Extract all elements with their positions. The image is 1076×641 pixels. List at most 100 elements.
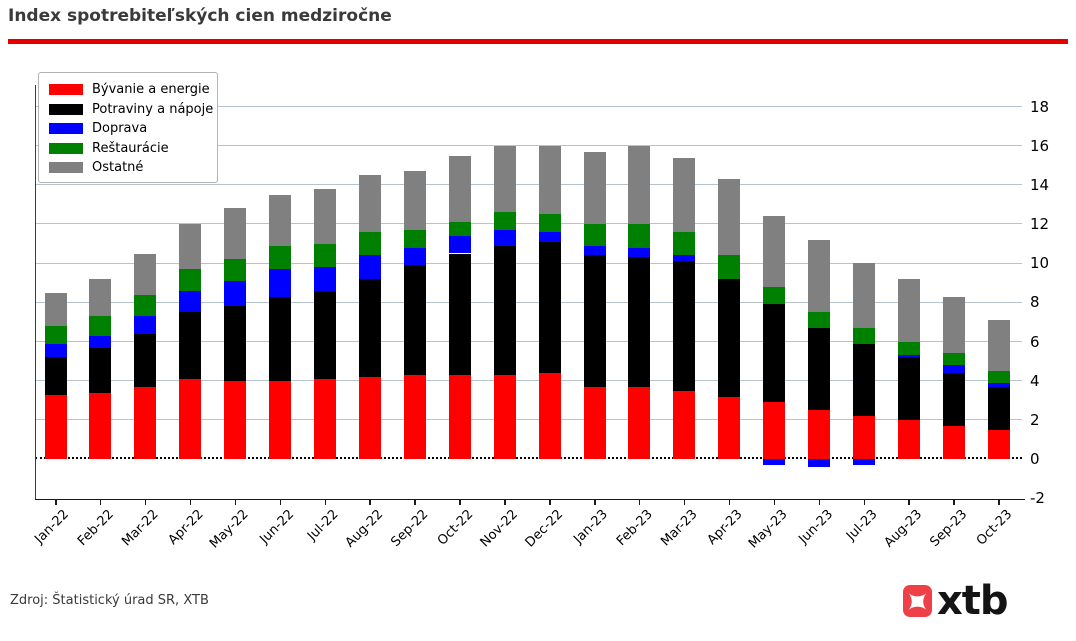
bar-Jun-22-potraviny-a-napoje xyxy=(269,296,292,381)
bar-Oct-23-restauracie xyxy=(987,371,1010,383)
x-tick xyxy=(324,500,327,505)
x-tick xyxy=(683,500,686,505)
bar-Mar-22-potraviny-a-napoje xyxy=(134,333,157,387)
bar-Mar-22-doprava xyxy=(134,316,157,334)
bar-Oct-22-doprava xyxy=(448,235,471,254)
y-tick-label: 12 xyxy=(1030,215,1050,234)
legend-label: Ostatné xyxy=(92,160,144,176)
bar-Aug-22-doprava xyxy=(358,255,381,279)
bar-Jul-23-restauracie xyxy=(853,327,876,344)
bar-Mar-23-potraviny-a-napoje xyxy=(673,261,696,391)
bar-Jun-22-restauracie xyxy=(269,245,292,270)
y-tick-label: 10 xyxy=(1030,254,1050,273)
gridline-y-18 xyxy=(35,105,1022,107)
legend-swatch-ostatne xyxy=(49,162,83,174)
bar-Oct-22-restauracie xyxy=(448,222,471,236)
legend: Bývanie a energie Potraviny a nápoje Dopra… xyxy=(38,72,218,183)
bar-Sep-23-potraviny-a-napoje xyxy=(942,373,965,426)
bar-Feb-23-doprava xyxy=(628,247,651,258)
bar-Sep-23-restauracie xyxy=(942,353,965,366)
y-tick-label: 2 xyxy=(1030,411,1040,430)
gridline-y-2 xyxy=(35,419,1022,421)
bar-Jan-23-doprava xyxy=(583,245,606,256)
x-tick-label: Mar-22 xyxy=(119,507,162,550)
bar-Nov-22-doprava xyxy=(493,229,516,246)
x-tick-label: Sep-23 xyxy=(927,507,971,550)
bar-Jun-23-doprava xyxy=(808,459,831,468)
x-tick xyxy=(279,500,282,505)
bar-Apr-23-ostatne xyxy=(718,179,741,256)
y-tick-label: 14 xyxy=(1030,175,1050,194)
legend-item-doprava: Doprava xyxy=(49,119,217,139)
bar-Jun-22-doprava xyxy=(269,269,292,297)
bar-May-23-doprava xyxy=(763,459,786,466)
legend-item-potraviny-a-napoje: Potraviny a nápoje xyxy=(49,100,217,120)
bar-Jul-22-doprava xyxy=(314,267,337,291)
gridline-y-6 xyxy=(35,340,1022,342)
bar-Mar-23-byvanie-a-energie xyxy=(673,390,696,460)
bar-Mar-23-restauracie xyxy=(673,231,696,256)
x-tick xyxy=(594,500,596,505)
x-tick-label: Jun-23 xyxy=(795,507,836,547)
bar-May-22-potraviny-a-napoje xyxy=(224,306,247,381)
bar-Jan-23-byvanie-a-energie xyxy=(583,386,606,460)
legend-swatch-doprava xyxy=(49,123,83,135)
legend-label: Doprava xyxy=(92,121,148,137)
bar-May-22-byvanie-a-energie xyxy=(224,380,247,460)
x-tick xyxy=(504,500,506,505)
y-tick-label: 8 xyxy=(1030,293,1040,312)
bar-Jun-23-byvanie-a-energie xyxy=(808,410,831,460)
gridline-y-16 xyxy=(35,145,1022,147)
bar-Mar-23-ostatne xyxy=(673,157,696,232)
x-tick xyxy=(998,500,1000,505)
x-tick xyxy=(369,500,371,505)
bar-Sep-23-doprava xyxy=(942,365,965,373)
title-underline xyxy=(8,39,1068,44)
bar-Dec-22-potraviny-a-napoje xyxy=(538,241,561,373)
bar-Jul-23-potraviny-a-napoje xyxy=(853,343,876,417)
bar-Jul-23-byvanie-a-energie xyxy=(853,416,876,460)
bar-Feb-23-ostatne xyxy=(628,145,651,225)
bar-Jun-22-ostatne xyxy=(269,194,292,246)
bar-Mar-22-ostatne xyxy=(134,253,157,295)
x-tick xyxy=(189,500,192,505)
legend-label: Potraviny a nápoje xyxy=(92,101,214,117)
xtb-x-icon xyxy=(908,592,927,610)
x-tick-label: Oct-22 xyxy=(434,507,477,549)
bar-Dec-22-doprava xyxy=(538,231,561,242)
bar-Jan-22-restauracie xyxy=(44,325,67,344)
y-axis-spine xyxy=(35,85,36,499)
x-tick-label: Apr-23 xyxy=(704,507,746,548)
x-tick-label: Jul-22 xyxy=(304,507,342,544)
bar-Jul-22-potraviny-a-napoje xyxy=(314,290,337,379)
x-tick-label: Sep-22 xyxy=(388,507,432,550)
bar-Jun-23-potraviny-a-napoje xyxy=(808,327,831,411)
bar-Mar-22-restauracie xyxy=(134,294,157,317)
x-tick xyxy=(638,500,641,505)
bar-Dec-22-restauracie xyxy=(538,214,561,232)
legend-swatch-potraviny-a-napoje xyxy=(49,103,83,115)
bar-Sep-22-restauracie xyxy=(403,229,426,248)
bar-Jun-22-byvanie-a-energie xyxy=(269,380,292,460)
bar-Oct-22-byvanie-a-energie xyxy=(448,374,471,460)
gridline-y-10 xyxy=(35,262,1022,264)
x-tick-label: Aug-23 xyxy=(882,507,926,551)
bar-May-23-ostatne xyxy=(763,216,786,287)
bar-Apr-22-ostatne xyxy=(179,224,202,270)
x-tick-label: May-22 xyxy=(207,507,252,552)
bar-Oct-23-byvanie-a-energie xyxy=(987,429,1010,460)
bar-May-23-byvanie-a-energie xyxy=(763,402,786,460)
bar-Jan-23-potraviny-a-napoje xyxy=(583,255,606,387)
bar-Apr-22-potraviny-a-napoje xyxy=(179,312,202,379)
y-tick-label: 16 xyxy=(1030,136,1050,155)
gridline-y-8 xyxy=(35,301,1022,303)
x-tick xyxy=(953,500,955,505)
xtb-wordmark: xtb xyxy=(937,578,1009,624)
x-tick xyxy=(863,500,866,505)
bar-Aug-22-byvanie-a-energie xyxy=(358,376,381,460)
bar-Sep-22-byvanie-a-energie xyxy=(403,374,426,460)
xtb-logo: xtb xyxy=(903,578,1009,624)
x-tick xyxy=(55,500,57,505)
bar-Feb-22-doprava xyxy=(89,335,112,348)
